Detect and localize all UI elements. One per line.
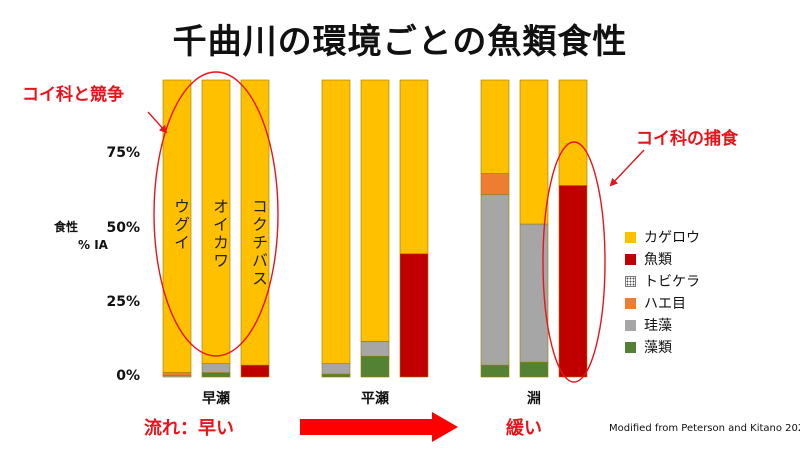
legend-item: カゲロウ xyxy=(625,226,700,248)
bar-segment-カゲロウ-6 xyxy=(399,79,429,255)
bar-segment-ハエ目-7 xyxy=(480,173,510,195)
y-tick-label: 25% xyxy=(106,293,140,310)
legend-swatch xyxy=(625,341,636,353)
bar-segment-魚類-3 xyxy=(240,364,270,378)
legend-label: 珪藻 xyxy=(644,318,672,334)
flow-arrow xyxy=(300,412,458,442)
y-tick-label: 0% xyxy=(116,368,140,384)
species-label: ウグイ xyxy=(171,198,190,252)
bar-segment-カゲロウ-9 xyxy=(558,79,588,186)
legend-item: 魚類 xyxy=(625,248,700,270)
bar-segment-珪藻-2 xyxy=(201,363,231,373)
category-label: 早瀬 xyxy=(202,391,230,407)
bar-segment-魚類-9 xyxy=(558,185,588,378)
legend-item: 珪藻 xyxy=(625,314,700,336)
bar-segment-藻類-5 xyxy=(360,355,390,378)
category-label: 平瀬 xyxy=(361,391,389,407)
bar-segment-藻類-4 xyxy=(321,373,351,378)
legend-item: トビケラ xyxy=(625,270,700,292)
callout-predation: コイ科の捕食 xyxy=(636,129,738,149)
legend: カゲロウ魚類トビケラハエ目珪藻藻類 xyxy=(625,226,700,358)
y-tick-label: 50% xyxy=(106,219,140,236)
legend-label: カゲロウ xyxy=(644,230,700,246)
legend-swatch xyxy=(625,319,636,331)
y-tick-label: 75% xyxy=(106,145,140,162)
highlight-ellipse-competition xyxy=(153,71,279,357)
legend-label: 魚類 xyxy=(644,252,672,268)
species-label: コクチバス xyxy=(249,198,268,288)
annotation-layer xyxy=(147,71,645,442)
arrow-predation xyxy=(609,149,645,187)
arrow-competition xyxy=(147,111,168,134)
bar-segment-珪藻-4 xyxy=(321,363,351,375)
bar-segment-カゲロウ-2 xyxy=(201,79,231,364)
bar-segment-カゲロウ-3 xyxy=(240,79,270,366)
bar-segment-ハエ目-1 xyxy=(162,372,192,376)
bar-segment-カゲロウ-8 xyxy=(519,79,549,225)
source-citation: Modified from Peterson and Kitano 2021a xyxy=(609,423,800,434)
legend-swatch xyxy=(625,275,636,287)
legend-label: トビケラ xyxy=(644,274,700,290)
callout-competition: コイ科と競争 xyxy=(22,85,124,105)
bars-layer xyxy=(162,79,588,378)
bar-segment-珪藻-7 xyxy=(480,194,510,366)
y-axis-label-top: 食性 xyxy=(54,220,79,234)
bar-segment-魚類-6 xyxy=(399,253,429,378)
legend-swatch xyxy=(625,253,636,265)
bar-segment-藻類-8 xyxy=(519,361,549,378)
legend-swatch xyxy=(625,297,636,309)
legend-label: ハエ目 xyxy=(644,296,686,312)
flow-label-slow: 緩い xyxy=(506,418,542,439)
y-axis-label-bottom: % IA xyxy=(78,238,108,252)
flow-label-fast: 流れ：早い xyxy=(144,418,234,439)
legend-label: 藻類 xyxy=(644,340,672,356)
category-label: 淵 xyxy=(527,391,541,407)
highlight-ellipse-predation xyxy=(542,141,606,383)
page-title: 千曲川の環境ごとの魚類食性 xyxy=(172,22,628,62)
legend-item: ハエ目 xyxy=(625,292,700,314)
bar-segment-珪藻-5 xyxy=(360,341,390,357)
legend-swatch xyxy=(625,231,636,243)
species-label: オイカワ xyxy=(210,198,229,270)
bar-segment-藻類-2 xyxy=(201,372,231,378)
bar-segment-カゲロウ-4 xyxy=(321,79,351,364)
bar-segment-藻類-7 xyxy=(480,364,510,378)
bar-segment-カゲロウ-5 xyxy=(360,79,390,342)
bar-segment-カゲロウ-7 xyxy=(480,79,510,174)
legend-item: 藻類 xyxy=(625,336,700,358)
